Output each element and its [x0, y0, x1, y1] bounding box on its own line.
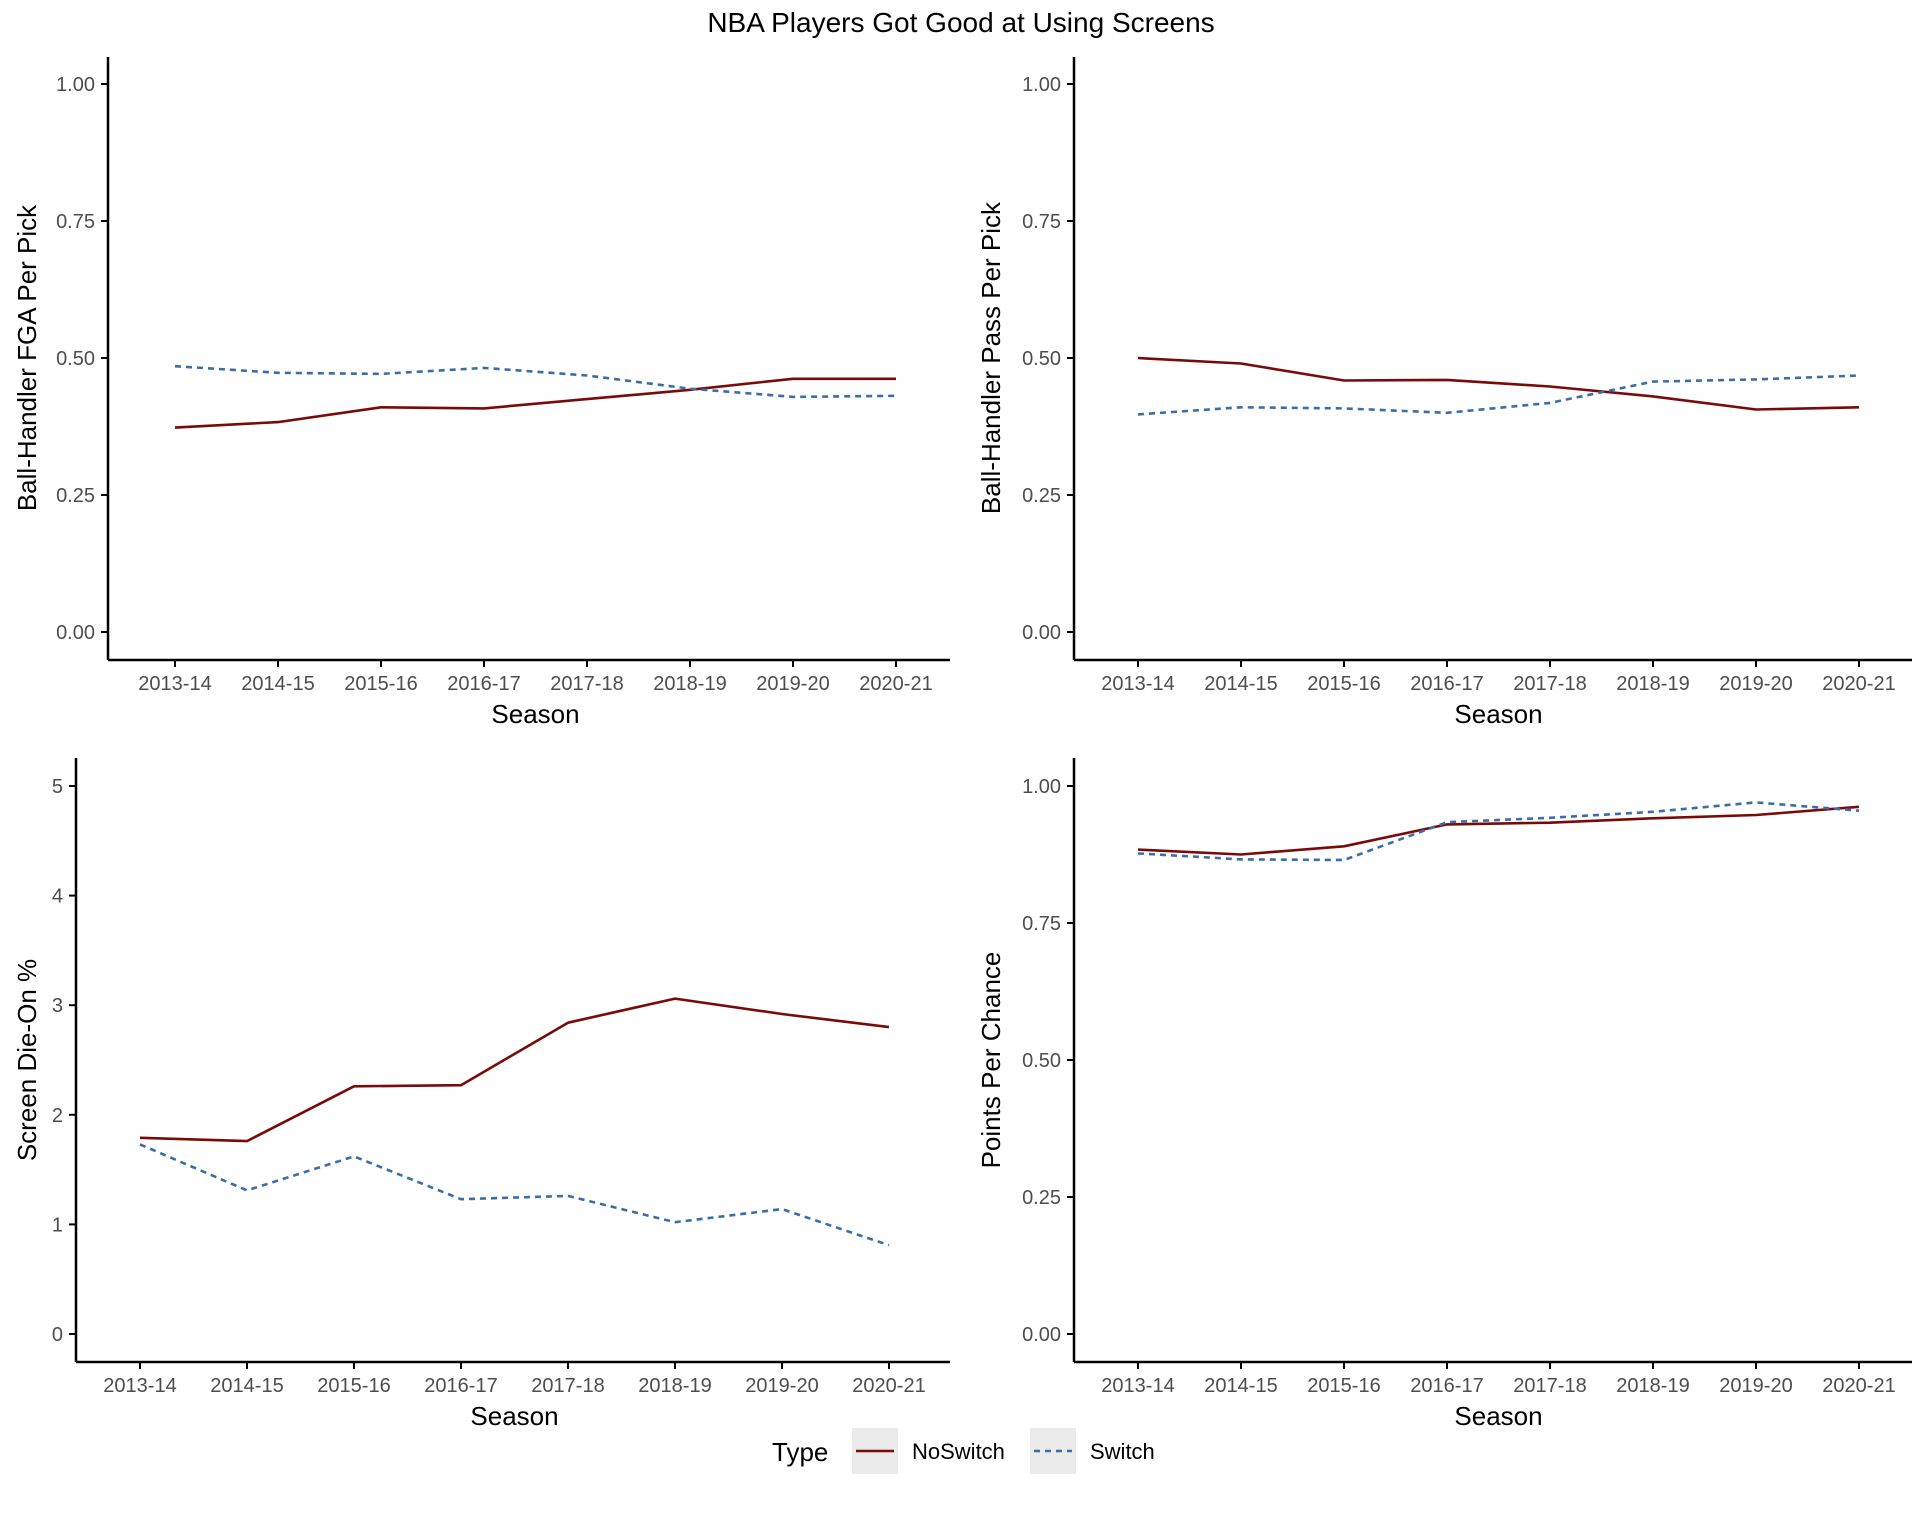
x-tick-label: 2015-16 [1307, 673, 1380, 695]
y-tick-label: 1 [52, 1214, 63, 1236]
x-tick-label: 2020-21 [859, 673, 932, 695]
y-tick-label: 3 [52, 995, 63, 1017]
x-tick-label: 2020-21 [852, 1375, 925, 1397]
series-line-switch [1137, 801, 1860, 862]
y-tick-label: 0.75 [1022, 211, 1061, 233]
x-tick-label: 2019-20 [1719, 1375, 1792, 1397]
x-axis-title: Season [491, 699, 579, 729]
x-tick-label: 2016-17 [447, 673, 520, 695]
x-axis-title: Season [1454, 699, 1542, 729]
x-tick-label: 2018-19 [1616, 1375, 1689, 1397]
x-tick-label: 2014-15 [1204, 1375, 1277, 1397]
y-tick-label: 0 [52, 1324, 63, 1346]
y-axis-title: Points Per Chance [976, 952, 1006, 1169]
x-axis-title: Season [1454, 1401, 1542, 1431]
x-tick-label: 2017-18 [531, 1375, 604, 1397]
x-tick-label: 2017-18 [1513, 1375, 1586, 1397]
y-tick-label: 0.25 [56, 485, 95, 507]
series-line-noswitch [139, 997, 890, 1143]
x-tick-label: 2019-20 [745, 1375, 818, 1397]
legend-title: Type [772, 1437, 828, 1467]
x-axis-title: Season [470, 1401, 558, 1431]
x-tick-label: 2015-16 [344, 673, 417, 695]
x-tick-label: 2020-21 [1822, 673, 1895, 695]
legend-label: NoSwitch [912, 1439, 1005, 1464]
series-line-switch [139, 1143, 890, 1247]
y-tick-label: 1.00 [56, 74, 95, 96]
x-tick-label: 2014-15 [210, 1375, 283, 1397]
series-line-noswitch [174, 377, 896, 429]
chart-panel-3: 0 1 2 3 4 5 2013-14 2014-15 2015-16 2016-17 2017-1… [12, 758, 950, 1431]
x-tick-label: 2014-15 [241, 673, 314, 695]
y-axis-title: Ball-Handler Pass Per Pick [976, 201, 1006, 514]
panels: 0.00 0.25 0.50 0.75 1.00 2013-14 2014-15 2015-1… [12, 57, 1912, 1431]
x-tick-label: 2020-21 [1822, 1375, 1895, 1397]
x-tick-label: 2014-15 [1204, 673, 1277, 695]
x-tick-label: 2015-16 [1307, 1375, 1380, 1397]
y-tick-label: 0.25 [1022, 1187, 1061, 1209]
y-tick-label: 5 [52, 776, 63, 798]
x-tick-label: 2018-19 [653, 673, 726, 695]
legend-label: Switch [1090, 1439, 1155, 1464]
y-tick-label: 0.25 [1022, 485, 1061, 507]
y-axis-title: Ball-Handler FGA Per Pick [12, 204, 42, 511]
x-tick-label: 2017-18 [1513, 673, 1586, 695]
y-tick-label: 0.50 [56, 348, 95, 370]
x-tick-label: 2013-14 [103, 1375, 176, 1397]
legend: Type NoSwitch Switch [772, 1428, 1155, 1474]
y-tick-label: 0.00 [1022, 622, 1061, 644]
series-line-switch [174, 364, 897, 399]
x-tick-label: 2013-14 [1101, 1375, 1174, 1397]
x-tick-label: 2018-19 [1616, 673, 1689, 695]
chart-panel-1: 0.00 0.25 0.50 0.75 1.00 2013-14 2014-15 2015-1… [12, 57, 950, 729]
y-axis-title: Screen Die-On % [12, 959, 42, 1161]
x-tick-label: 2013-14 [138, 673, 211, 695]
x-tick-label: 2016-17 [424, 1375, 497, 1397]
y-tick-label: 0.00 [56, 622, 95, 644]
x-tick-label: 2019-20 [756, 673, 829, 695]
y-tick-label: 0.75 [56, 211, 95, 233]
chart-panel-2: 0.00 0.25 0.50 0.75 1.00 2013-14 2014-15 2015-1… [976, 57, 1912, 729]
x-tick-label: 2016-17 [1410, 673, 1483, 695]
series-line-noswitch [1137, 805, 1860, 856]
y-tick-label: 1.00 [1022, 776, 1061, 798]
x-tick-label: 2015-16 [317, 1375, 390, 1397]
y-tick-label: 0.75 [1022, 913, 1061, 935]
y-tick-label: 4 [52, 886, 63, 908]
y-tick-label: 0.50 [1022, 348, 1061, 370]
legend-item-noswitch: NoSwitch [852, 1428, 1005, 1474]
x-tick-label: 2017-18 [550, 673, 623, 695]
y-tick-label: 0.50 [1022, 1050, 1061, 1072]
y-tick-label: 0.00 [1022, 1324, 1061, 1346]
figure-title: NBA Players Got Good at Using Screens [707, 7, 1214, 38]
legend-item-switch: Switch [1030, 1428, 1155, 1474]
y-tick-label: 1.00 [1022, 74, 1061, 96]
x-tick-label: 2016-17 [1410, 1375, 1483, 1397]
chart-panel-4: 0.00 0.25 0.50 0.75 1.00 2013-14 2014-15 2015-1… [976, 758, 1912, 1431]
y-tick-label: 2 [52, 1105, 63, 1127]
x-tick-label: 2019-20 [1719, 673, 1792, 695]
x-tick-label: 2018-19 [638, 1375, 711, 1397]
series-line-noswitch [1137, 356, 1860, 411]
x-tick-label: 2013-14 [1101, 673, 1174, 695]
